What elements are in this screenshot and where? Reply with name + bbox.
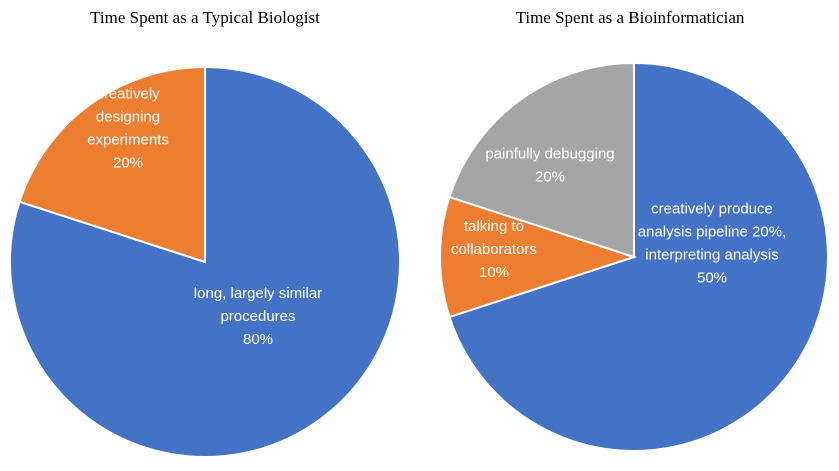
slice-label-line: experiments [87, 132, 169, 149]
slice-label-line: creatively [96, 86, 160, 103]
slice-label-line: interpreting analysis [645, 247, 778, 264]
slice-label-bioinformatician-2: painfully debugging 20% [485, 146, 614, 186]
slice-label-line: collaborators [451, 241, 537, 258]
slice-label-line: creatively produce [651, 201, 773, 218]
slice-label-line: 50% [697, 270, 727, 287]
slice-label-line: 20% [535, 169, 565, 186]
chart-title-bioinformatician: Time Spent as a Bioinformatician [515, 8, 745, 27]
slice-label-line: procedures [220, 308, 295, 325]
slice-label-biologist-1: creatively designing experiments 20% [87, 86, 169, 172]
pie-slice-biologist-1 [18, 65, 206, 264]
slice-label-line: 20% [113, 155, 143, 172]
slice-label-bioinformatician-1: talking to collaborators 10% [451, 218, 537, 281]
slice-label-line: 80% [243, 331, 273, 348]
slice-label-line: designing [96, 109, 160, 126]
pie-slice-bioinformatician-2 [448, 61, 635, 259]
slice-label-line: painfully debugging [485, 146, 614, 163]
chart-title-biologist: Time Spent as a Typical Biologist [90, 8, 320, 27]
slice-label-line: 10% [479, 264, 509, 281]
slice-label-line: long, largely similar [194, 285, 322, 302]
slice-label-bioinformatician-0: creatively produce analysis pipeline 20%,… [638, 201, 786, 287]
pie-slice-bioinformatician-1 [439, 195, 638, 319]
slice-label-biologist-0: long, largely similar procedures 80% [194, 285, 322, 348]
slice-label-line: talking to [464, 218, 524, 235]
pie-slice-bioinformatician-0 [448, 61, 829, 452]
slice-label-line: analysis pipeline 20%, [638, 224, 786, 241]
